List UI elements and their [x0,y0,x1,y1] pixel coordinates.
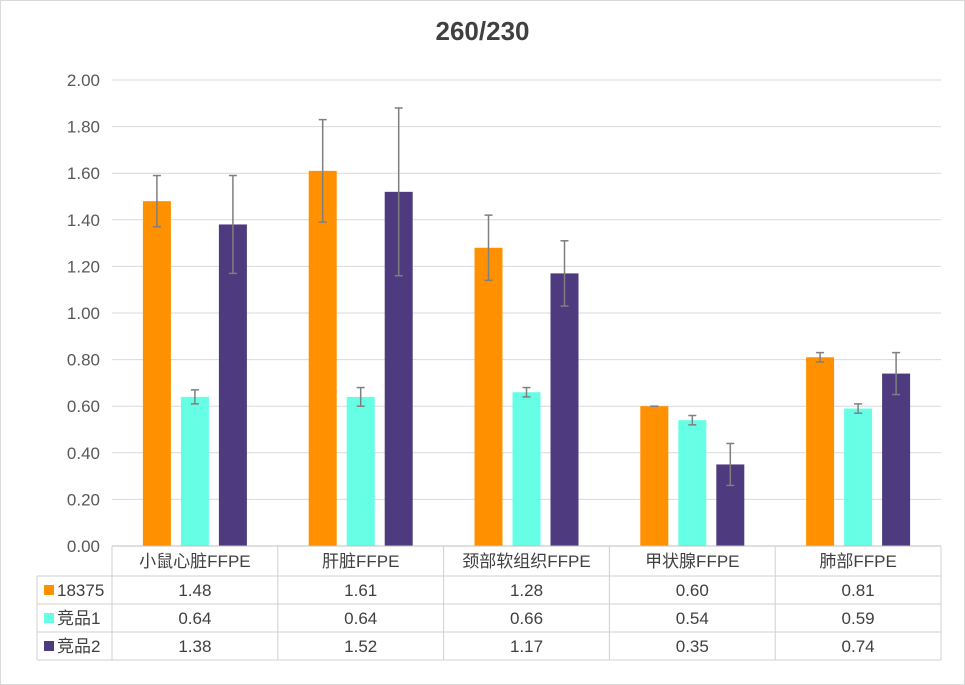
table-value: 1.38 [178,637,211,656]
legend-label: 竞品2 [57,637,100,656]
bar [882,373,911,546]
table-value: 0.74 [842,637,875,656]
y-tick-label: 0.20 [67,490,100,509]
y-tick-label: 1.20 [67,257,100,276]
bar [806,357,835,546]
y-tick-label: 1.80 [67,118,100,137]
table-value: 0.64 [344,609,377,628]
bar [640,406,669,546]
table-value: 0.64 [178,609,211,628]
y-tick-label: 0.00 [67,537,100,556]
legend-swatch [44,641,54,651]
bar [550,273,579,546]
table-value: 1.61 [344,581,377,600]
table-value: 0.60 [676,581,709,600]
y-tick-label: 1.00 [67,304,100,323]
bar [308,170,337,546]
table-value: 0.81 [842,581,875,600]
table-value: 0.59 [842,609,875,628]
legend-label: 竞品1 [57,609,100,628]
table-value: 1.52 [344,637,377,656]
bar [142,201,171,546]
table-value: 1.17 [510,637,543,656]
table-value: 1.48 [178,581,211,600]
category-label: 小鼠心脏FFPE [139,552,250,571]
table-value: 0.35 [676,637,709,656]
category-label: 肝脏FFPE [322,552,399,571]
legend-swatch [44,585,54,595]
legend-swatch [44,613,54,623]
y-tick-label: 1.60 [67,164,100,183]
bar [346,396,375,546]
category-label: 肺部FFPE [819,552,896,571]
table-value: 1.28 [510,581,543,600]
bar [474,247,503,546]
chart-title: 260/230 [435,16,530,46]
bar [512,392,541,546]
bar [678,420,707,546]
bar [218,224,247,546]
table-value: 0.54 [676,609,709,628]
category-label: 甲状腺FFPE [645,552,739,571]
y-tick-label: 0.80 [67,351,100,370]
bar [180,396,209,546]
category-label: 颈部软组织FFPE [462,552,590,571]
y-tick-label: 0.40 [67,444,100,463]
y-tick-label: 2.00 [67,71,100,90]
legend-label: 18375 [57,581,104,600]
y-tick-label: 1.40 [67,211,100,230]
y-tick-label: 0.60 [67,397,100,416]
table-value: 0.66 [510,609,543,628]
bar [844,408,873,546]
